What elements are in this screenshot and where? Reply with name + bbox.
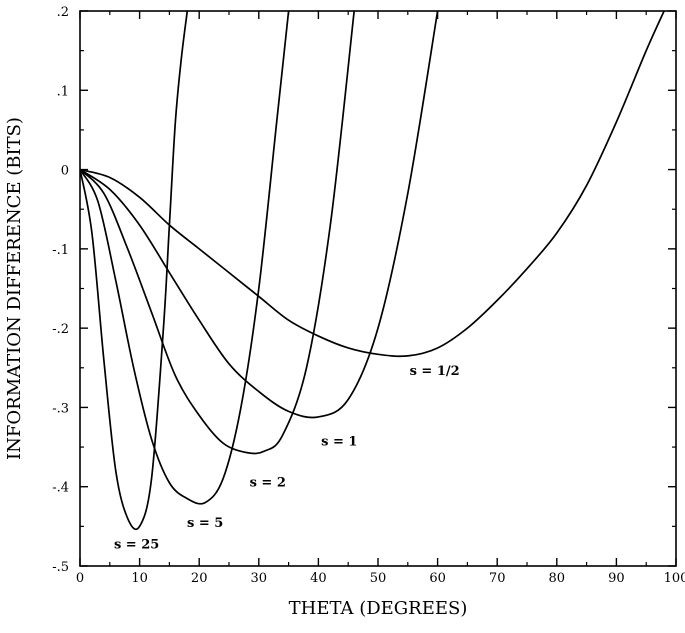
x-tick-label: 60 (429, 571, 446, 586)
y-axis-ticks: .2 .1 0 -.1 -.2 -.3 -.4 -.5 (52, 5, 676, 575)
x-tick-label: 90 (608, 571, 625, 586)
y-tick-label: -.5 (52, 560, 69, 575)
series-label: s = 2 (250, 476, 286, 491)
series-label: s = 1/2 (410, 364, 460, 379)
x-axis-ticks: 0 10 20 30 40 50 60 70 80 90 100 (76, 11, 685, 586)
series-line-s-5 (80, 11, 290, 505)
x-tick-label: 80 (549, 571, 566, 586)
series-line-s-1-2 (80, 11, 665, 358)
y-tick-label: .2 (57, 5, 69, 20)
x-tick-label: 10 (131, 571, 148, 586)
x-tick-label: 50 (370, 571, 387, 586)
x-tick-label: 40 (310, 571, 327, 586)
series-line-s-1 (80, 11, 439, 419)
series-labels: s = 25 s = 5 s = 2 s = 1 s = 1/2 (114, 364, 460, 553)
series-label: s = 1 (321, 434, 357, 449)
x-tick-label: 100 (664, 571, 685, 586)
y-tick-label: .1 (57, 84, 69, 99)
y-axis-title: INFORMATION DIFFERENCE (BITS) (4, 117, 25, 460)
y-tick-label: -.3 (52, 401, 69, 416)
series-line-s-25 (80, 11, 189, 531)
series-label: s = 25 (114, 538, 159, 553)
y-tick-label: -.2 (52, 322, 69, 337)
series-line-s-2 (80, 11, 356, 455)
y-tick-label: 0 (61, 164, 69, 179)
x-axis-title: THETA (DEGREES) (289, 598, 468, 619)
x-tick-label: 70 (489, 571, 506, 586)
y-tick-label: -.4 (52, 481, 69, 496)
x-tick-label: 0 (76, 571, 84, 586)
series-label: s = 5 (187, 516, 223, 531)
x-tick-label: 20 (191, 571, 208, 586)
y-tick-label: -.1 (52, 243, 69, 258)
x-tick-label: 30 (251, 571, 268, 586)
series-lines (80, 11, 665, 531)
